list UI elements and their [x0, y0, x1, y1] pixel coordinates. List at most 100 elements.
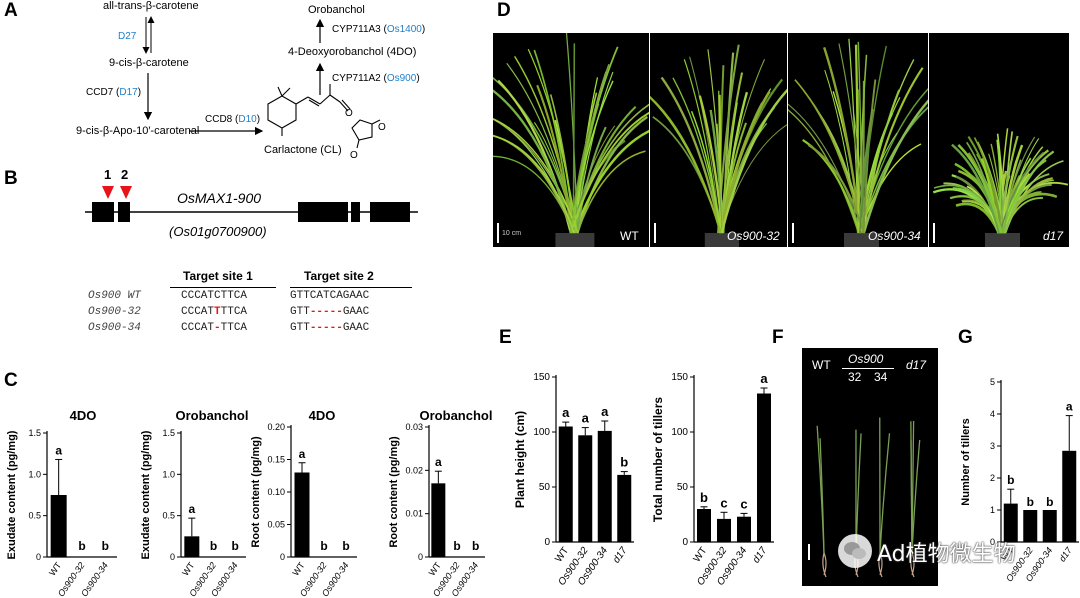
gene-name: OsMAX1-900: [177, 190, 262, 206]
y-tick-label: 1.0: [162, 469, 175, 479]
y-tick-label: 0.15: [267, 455, 285, 465]
target-site-1-header: Target site 1: [183, 269, 253, 283]
y-tick-label: 1.0: [28, 469, 41, 479]
scale-bar-label: 10 cm: [502, 230, 522, 237]
panel-label-d: D: [497, 0, 511, 21]
site-2-number: 2: [121, 167, 129, 182]
significance-letter: b: [342, 539, 349, 553]
significance-letter: a: [188, 502, 195, 516]
sequence-s1: CCCATCTTCA: [181, 290, 248, 302]
sequence-row-label: Os900-32: [88, 306, 141, 318]
chart-title: 4DO: [70, 408, 97, 423]
significance-letter: b: [453, 539, 460, 553]
compound-orobanchol: Orobanchol: [308, 4, 365, 16]
y-tick-label: 4: [990, 409, 995, 419]
scale-bar: [497, 223, 499, 243]
sequence-row-label: Os900-34: [88, 322, 141, 334]
y-tick-label: 50: [539, 482, 551, 493]
compound-apo-carotenal: 9-cis-β-Apo-10′-carotenal: [76, 125, 200, 137]
x-tick-label: d17: [1057, 545, 1074, 564]
y-tick-label: 0.03: [405, 422, 423, 432]
enzyme-cyp711a3: CYP711A3 (Os1400): [332, 24, 426, 35]
panel-label-c: C: [4, 370, 18, 391]
photo-os900-32: Os900-32: [650, 33, 787, 247]
y-tick-label: 100: [533, 427, 550, 438]
y-tick-label: 0: [990, 537, 995, 547]
significance-letter: a: [562, 405, 570, 420]
plant-drawing: [932, 128, 1069, 247]
y-tick-label: 150: [533, 372, 550, 383]
svg-text:O: O: [350, 150, 358, 161]
wechat-icon: [838, 534, 872, 568]
compound-4do: 4-Deoxyorobanchol (4DO): [288, 46, 417, 58]
target-site-1-marker: [102, 186, 114, 199]
site-1-number: 1: [104, 167, 112, 182]
y-tick-label: 150: [671, 372, 688, 383]
y-tick-label: 2: [990, 473, 995, 483]
y-tick-label: 0: [280, 552, 285, 562]
y-axis-label: Root content (pg/mg): [250, 436, 262, 548]
photo-os900-34: Os900-34: [788, 33, 928, 247]
compound-all-trans: all-trans-β-carotene: [103, 0, 199, 12]
bar: [50, 495, 67, 557]
bar: [617, 474, 632, 542]
bar: [757, 393, 771, 542]
y-axis-label: Total number of tillers: [651, 397, 665, 522]
target-site-2-marker: [120, 186, 132, 199]
seedling-label-34: 34: [874, 370, 888, 384]
chart-title: 4DO: [309, 408, 336, 423]
bar: [1023, 510, 1038, 542]
significance-letter: c: [720, 495, 727, 510]
panel-label-f: F: [772, 327, 784, 348]
significance-letter: b: [1046, 495, 1053, 509]
chart-title: Orobanchol: [176, 408, 249, 423]
bar: [697, 509, 711, 542]
photo-label-wt: WT: [620, 229, 639, 243]
y-tick-label: 0: [418, 552, 423, 562]
significance-letter: b: [102, 539, 109, 553]
bar: [597, 430, 612, 542]
sequence-s2: GTT-----GAAC: [290, 322, 370, 334]
bar: [558, 426, 573, 542]
y-tick-label: 0.10: [267, 487, 285, 497]
significance-letter: a: [299, 447, 306, 461]
enzyme-d27: D27: [118, 31, 137, 42]
carlactone-structure: [267, 84, 381, 149]
y-tick-label: 0: [682, 537, 688, 548]
significance-letter: b: [231, 539, 238, 553]
seedling-label-os900: Os900: [848, 352, 884, 366]
bar: [184, 536, 200, 557]
scale-bar-2: [654, 223, 656, 243]
scale-bar-4: [933, 223, 935, 243]
svg-text:O: O: [378, 122, 386, 133]
y-tick-label: 0.02: [405, 465, 423, 475]
y-axis-label: Plant height (cm): [513, 411, 527, 508]
y-axis-label: Exudate content (pg/mg): [6, 430, 18, 559]
photo-d17: d17: [929, 33, 1069, 247]
enzyme-ccd7: CCD7 (D17): [86, 87, 142, 98]
compound-carlactone: Carlactone (CL): [264, 144, 342, 156]
chart-title: Orobanchol: [420, 408, 493, 423]
y-tick-label: 1.5: [28, 428, 41, 438]
significance-letter: b: [210, 539, 217, 553]
y-tick-label: 0: [544, 537, 550, 548]
photo-label-os900-34: Os900-34: [868, 229, 921, 243]
significance-letter: b: [1007, 473, 1014, 487]
photo-label-os900-32: Os900-32: [727, 229, 780, 243]
y-tick-label: 0.5: [162, 511, 175, 521]
y-axis-label: Exudate content (pg/mg): [140, 430, 152, 559]
plant-drawing: [493, 33, 649, 247]
seedlings-drawing: [816, 417, 921, 578]
significance-letter: b: [1027, 495, 1034, 509]
y-tick-label: 0.5: [28, 511, 41, 521]
plant-drawing: [650, 44, 787, 247]
y-tick-label: 0: [36, 552, 41, 562]
y-axis-label: Root content (pg/mg): [388, 436, 400, 548]
photo-label-d17: d17: [1043, 229, 1064, 243]
plant-drawing: [788, 38, 928, 247]
bar: [1062, 450, 1077, 542]
gene-locus: (Os01g0700900): [169, 224, 267, 239]
significance-letter: b: [620, 455, 628, 470]
